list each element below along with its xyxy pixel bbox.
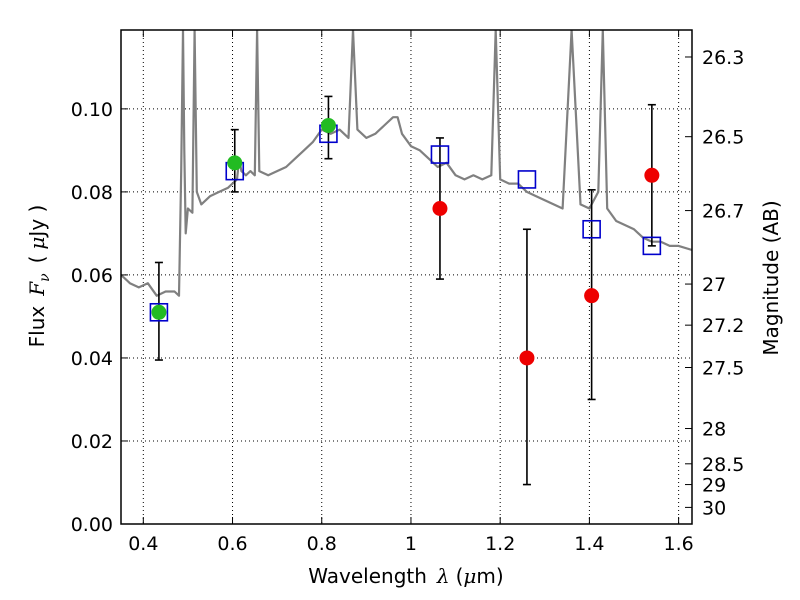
x-tick-label: 1 bbox=[405, 533, 417, 555]
model-square-marker bbox=[430, 145, 450, 164]
y-tick-label: 0.00 bbox=[71, 514, 113, 536]
x-tick-label: 0.6 bbox=[217, 533, 247, 555]
x-tick-label: 1.6 bbox=[664, 533, 694, 555]
x-tick-label: 1.2 bbox=[485, 533, 515, 555]
y2-tick-label: 27.2 bbox=[702, 315, 744, 337]
marker-layer bbox=[149, 117, 662, 366]
model-square-marker bbox=[642, 236, 662, 256]
spectrum-line bbox=[121, 30, 692, 297]
y2-tick-label: 30 bbox=[702, 497, 726, 519]
upper-limit-point bbox=[584, 288, 600, 304]
detection-point bbox=[320, 117, 336, 133]
x-tick-label: 0.8 bbox=[307, 533, 337, 555]
spectrum-layer bbox=[121, 30, 692, 297]
detection-point bbox=[227, 155, 243, 171]
y-tick-label: 0.02 bbox=[71, 431, 113, 453]
plot-frame bbox=[120, 29, 693, 525]
upper-limit-point bbox=[432, 201, 448, 217]
model-square-marker bbox=[582, 219, 601, 239]
y2-tick-label: 26.5 bbox=[702, 127, 744, 149]
y-tick-label: 0.08 bbox=[71, 182, 113, 204]
y2-tick-label: 27 bbox=[702, 274, 726, 296]
x-tick-label: 1.4 bbox=[574, 533, 604, 555]
model-square-marker bbox=[149, 302, 169, 322]
y2-tick-label: 28.5 bbox=[702, 454, 744, 476]
detection-point bbox=[151, 304, 167, 320]
y2-tick-label: 28 bbox=[702, 419, 726, 441]
y2-tick-label: 27.5 bbox=[702, 357, 744, 379]
y2-tick-label: 26.3 bbox=[702, 47, 744, 69]
y-axis-label: FluxFν(μJy ) bbox=[25, 205, 53, 348]
y2-axis-label: Magnitude (AB) bbox=[759, 200, 783, 355]
y-tick-label: 0.04 bbox=[71, 348, 113, 370]
x-tick-label: 0.4 bbox=[128, 533, 158, 555]
upper-limit-point bbox=[519, 350, 535, 366]
model-square-marker bbox=[517, 170, 537, 189]
x-ticks: 0.4 0.6 0.8 1 1.2 1.4 1.6 bbox=[128, 30, 694, 555]
y-tick-label: 0.06 bbox=[71, 265, 113, 287]
y-tick-label: 0.10 bbox=[71, 99, 113, 121]
y2-tick-label: 26.7 bbox=[702, 201, 744, 223]
x-axis-label: Wavelength λ (μm) bbox=[308, 564, 503, 588]
y2-tick-label: 29 bbox=[702, 475, 726, 497]
upper-limit-point bbox=[644, 167, 660, 183]
y-ticks: 0.00 0.02 0.04 0.06 0.08 0.10 bbox=[71, 99, 128, 536]
plot-background bbox=[121, 30, 692, 524]
